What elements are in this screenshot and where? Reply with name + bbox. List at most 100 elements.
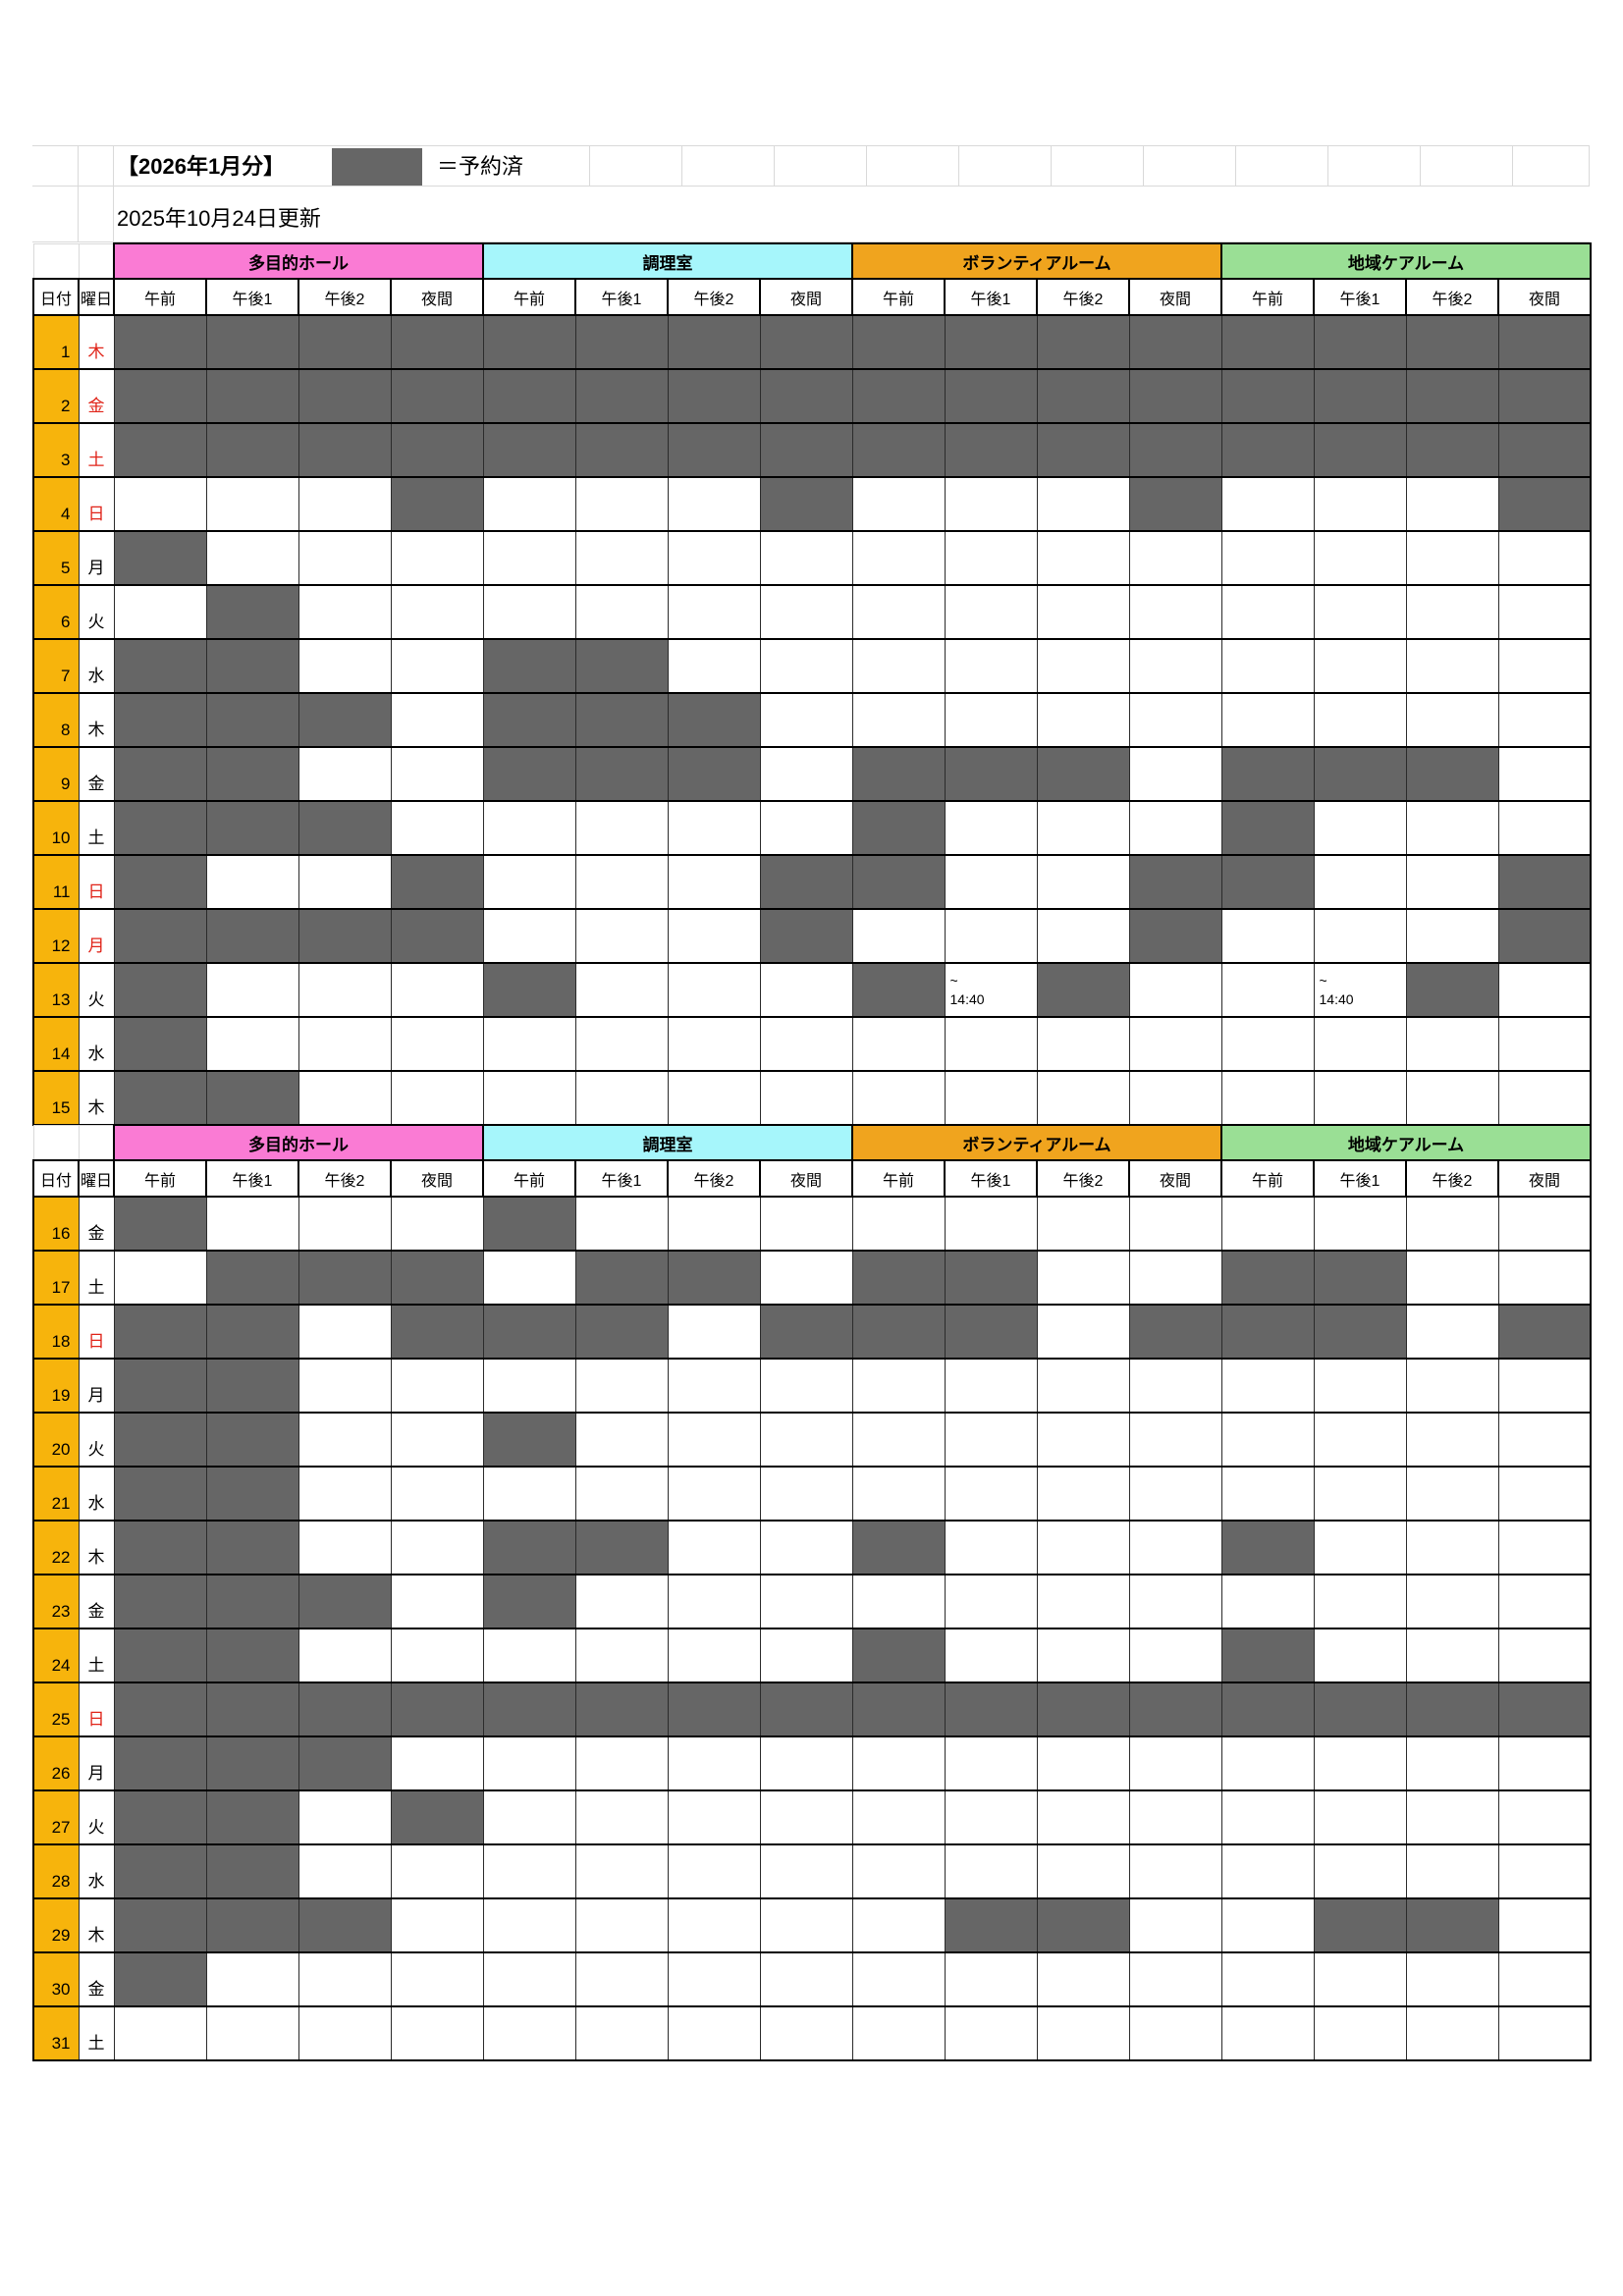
slot-cell-free[interactable] xyxy=(944,584,1038,640)
slot-cell-free[interactable] xyxy=(944,1520,1038,1575)
slot-cell-reserved[interactable] xyxy=(574,1682,669,1737)
slot-cell-free[interactable] xyxy=(1036,1358,1130,1414)
slot-cell-free[interactable] xyxy=(1313,1016,1407,1072)
slot-cell-free[interactable] xyxy=(298,1358,392,1414)
slot-cell-free[interactable] xyxy=(851,908,946,964)
slot-cell-free[interactable] xyxy=(667,1466,761,1522)
slot-cell-free[interactable] xyxy=(1405,1250,1499,1306)
slot-cell-free[interactable] xyxy=(574,1070,669,1126)
slot-cell-reserved[interactable] xyxy=(390,368,484,424)
slot-cell-free[interactable] xyxy=(1128,692,1222,748)
slot-cell-free[interactable] xyxy=(944,1466,1038,1522)
slot-cell-free[interactable] xyxy=(667,1520,761,1575)
slot-cell-free[interactable] xyxy=(574,530,669,586)
slot-cell-reserved[interactable] xyxy=(205,1070,299,1126)
slot-cell-reserved[interactable] xyxy=(1497,1682,1593,1737)
slot-cell-free[interactable] xyxy=(298,854,392,910)
slot-cell-free[interactable] xyxy=(482,1016,576,1072)
slot-cell-reserved[interactable] xyxy=(482,1682,576,1737)
slot-cell-free[interactable] xyxy=(574,1016,669,1072)
slot-cell-free[interactable] xyxy=(667,638,761,694)
slot-cell-reserved[interactable] xyxy=(205,1789,299,1845)
slot-cell-reserved[interactable] xyxy=(1405,368,1499,424)
slot-cell-reserved[interactable] xyxy=(1128,908,1222,964)
slot-cell-free[interactable] xyxy=(1405,638,1499,694)
slot-cell-free[interactable] xyxy=(667,1412,761,1468)
slot-cell-free[interactable] xyxy=(298,530,392,586)
slot-cell-free[interactable] xyxy=(1313,854,1407,910)
slot-cell-free[interactable] xyxy=(1313,1412,1407,1468)
slot-cell-reserved[interactable] xyxy=(113,1897,207,1953)
slot-cell-free[interactable] xyxy=(1220,476,1315,532)
slot-cell-free[interactable] xyxy=(944,1951,1038,2007)
slot-cell-reserved[interactable] xyxy=(1220,746,1315,802)
slot-cell-free[interactable] xyxy=(1405,1520,1499,1575)
slot-cell-free[interactable] xyxy=(1036,530,1130,586)
slot-cell-free[interactable] xyxy=(1036,1466,1130,1522)
slot-cell-free[interactable] xyxy=(1497,1735,1593,1791)
slot-cell-free[interactable] xyxy=(1497,530,1593,586)
slot-cell-reserved[interactable] xyxy=(482,1520,576,1575)
slot-cell-reserved[interactable] xyxy=(390,1250,484,1306)
slot-cell-free[interactable] xyxy=(1313,476,1407,532)
slot-cell-free[interactable] xyxy=(851,1789,946,1845)
slot-cell-free[interactable] xyxy=(482,1735,576,1791)
slot-cell-reserved[interactable] xyxy=(205,314,299,370)
slot-cell-free[interactable] xyxy=(944,692,1038,748)
slot-cell-reserved[interactable] xyxy=(298,1897,392,1953)
slot-cell-free[interactable] xyxy=(944,2005,1038,2061)
slot-cell-free[interactable] xyxy=(667,854,761,910)
slot-cell-free[interactable] xyxy=(1036,1304,1130,1360)
slot-cell-free[interactable] xyxy=(759,1466,853,1522)
slot-cell-reserved[interactable] xyxy=(1313,422,1407,478)
slot-cell-reserved[interactable] xyxy=(298,908,392,964)
slot-cell-reserved[interactable] xyxy=(851,854,946,910)
slot-cell-free[interactable] xyxy=(1220,1196,1315,1252)
slot-cell-free[interactable] xyxy=(759,1789,853,1845)
slot-cell-reserved[interactable] xyxy=(113,1682,207,1737)
slot-cell-free[interactable] xyxy=(1405,692,1499,748)
slot-cell-free[interactable] xyxy=(1497,1016,1593,1072)
slot-cell-reserved[interactable] xyxy=(944,1304,1038,1360)
slot-cell-free[interactable] xyxy=(759,1250,853,1306)
slot-cell-free[interactable] xyxy=(1313,1951,1407,2007)
slot-cell-reserved[interactable] xyxy=(390,476,484,532)
slot-cell-free[interactable] xyxy=(1036,1843,1130,1899)
slot-cell-free[interactable] xyxy=(1405,1466,1499,1522)
slot-cell-free[interactable] xyxy=(759,530,853,586)
slot-cell-reserved[interactable] xyxy=(390,1304,484,1360)
slot-cell-reserved[interactable] xyxy=(1220,1682,1315,1737)
slot-cell-reserved[interactable] xyxy=(667,692,761,748)
slot-cell-free[interactable] xyxy=(482,800,576,856)
slot-cell-free[interactable] xyxy=(1497,638,1593,694)
slot-cell-free[interactable] xyxy=(1313,1520,1407,1575)
slot-cell-free[interactable] xyxy=(667,1735,761,1791)
slot-cell-free[interactable] xyxy=(482,2005,576,2061)
slot-cell-free[interactable] xyxy=(759,584,853,640)
slot-cell-free[interactable] xyxy=(1220,638,1315,694)
slot-cell-reserved[interactable] xyxy=(1313,1682,1407,1737)
slot-cell-free[interactable] xyxy=(1313,800,1407,856)
slot-cell-free[interactable] xyxy=(667,530,761,586)
slot-cell-free[interactable] xyxy=(1313,908,1407,964)
slot-cell-free[interactable] xyxy=(390,1735,484,1791)
slot-cell-reserved[interactable] xyxy=(298,368,392,424)
slot-cell-reserved[interactable] xyxy=(574,368,669,424)
slot-cell-reserved[interactable] xyxy=(205,1520,299,1575)
slot-cell-free[interactable] xyxy=(390,1196,484,1252)
slot-cell-free[interactable] xyxy=(1220,1735,1315,1791)
slot-cell-free[interactable] xyxy=(574,908,669,964)
slot-cell-free[interactable] xyxy=(667,2005,761,2061)
slot-cell-free[interactable] xyxy=(205,1196,299,1252)
slot-cell-reserved[interactable] xyxy=(1313,746,1407,802)
slot-cell-free[interactable] xyxy=(1036,638,1130,694)
slot-cell-free[interactable] xyxy=(851,1196,946,1252)
slot-cell-free[interactable] xyxy=(298,1304,392,1360)
slot-cell-reserved[interactable] xyxy=(667,368,761,424)
slot-cell-free[interactable] xyxy=(667,908,761,964)
slot-cell-free[interactable] xyxy=(1497,1951,1593,2007)
slot-cell-reserved[interactable] xyxy=(298,1574,392,1629)
slot-cell-reserved[interactable] xyxy=(851,962,946,1018)
slot-cell-reserved[interactable] xyxy=(205,1843,299,1899)
slot-cell-reserved[interactable] xyxy=(482,638,576,694)
